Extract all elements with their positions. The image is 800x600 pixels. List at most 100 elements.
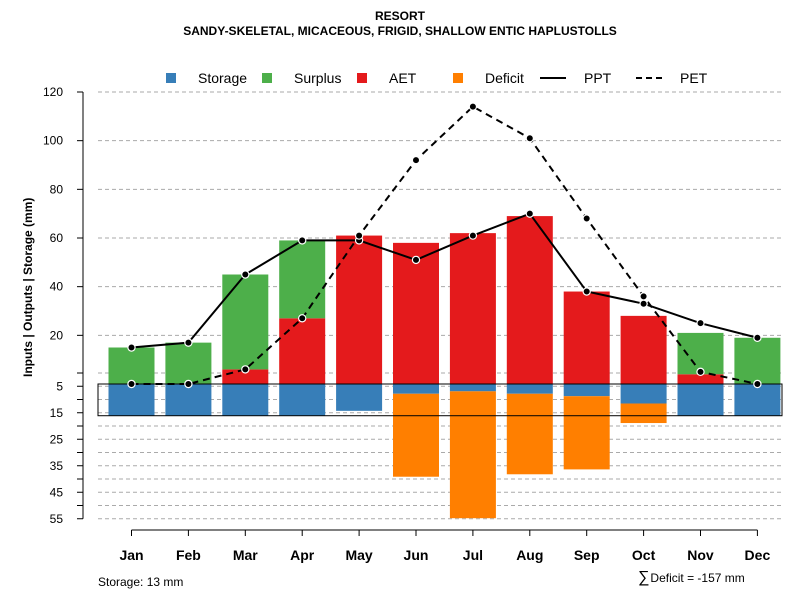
point-pet: [468, 102, 478, 111]
y-tick-label: 25: [50, 432, 64, 446]
bar-surplus: [165, 342, 212, 384]
bar-aet: [336, 235, 383, 384]
legend-line-ppt: [540, 77, 566, 79]
bar-aet: [677, 374, 724, 384]
point-ppt: [468, 231, 478, 240]
point-ppt: [241, 270, 250, 279]
x-tick-label: May: [345, 547, 372, 563]
deficit-footnote-text: Deficit = -157 mm: [650, 571, 745, 585]
point-pet: [525, 134, 535, 143]
x-tick-label: Sep: [574, 547, 600, 563]
bar-deficit: [563, 396, 610, 470]
bar-storage: [734, 384, 781, 416]
legend-item-surplus: Surplus: [262, 70, 341, 86]
legend-line-pet: [636, 77, 662, 79]
storage-footnote: Storage: 13 mm: [98, 575, 184, 589]
bar-storage: [620, 384, 667, 404]
bar-storage: [279, 384, 326, 416]
bar-aet: [393, 242, 439, 384]
y-tick-label: 35: [50, 459, 64, 473]
bar-aet: [449, 233, 496, 384]
x-tick-label: Feb: [176, 547, 201, 563]
point-pet: [298, 314, 307, 323]
point-ppt: [411, 255, 421, 265]
bar-aet: [563, 291, 610, 384]
bar-storage: [677, 384, 724, 416]
point-pet: [639, 292, 648, 301]
x-tick-label: Apr: [290, 547, 315, 563]
legend-swatch-surplus: [262, 73, 272, 83]
x-tick-label: Mar: [233, 547, 258, 563]
x-tick-label: Jul: [463, 547, 483, 563]
x-tick-label: Dec: [745, 547, 771, 563]
x-tick-label: Aug: [516, 547, 543, 563]
bar-surplus: [279, 240, 326, 319]
y-tick-label: 120: [43, 85, 63, 99]
legend-label-storage: Storage: [198, 70, 248, 86]
legend-swatch-aet: [357, 73, 367, 83]
bar-deficit: [393, 393, 439, 477]
point-ppt: [127, 343, 136, 352]
x-tick-label: Jun: [404, 547, 429, 563]
bar-aet: [506, 216, 553, 384]
y-tick-label: 5: [56, 379, 63, 393]
x-tick-label: Nov: [687, 547, 714, 563]
bar-surplus: [108, 347, 155, 384]
bar-storage: [336, 384, 383, 411]
legend-item-storage: Storage: [166, 70, 247, 86]
bar-storage: [563, 384, 610, 397]
legend-label-aet: AET: [389, 70, 417, 86]
legend-item-ppt: PPT: [540, 70, 611, 86]
point-pet: [753, 379, 762, 389]
point-pet: [184, 379, 193, 389]
line-pet: [131, 105, 758, 385]
point-ppt: [696, 318, 705, 328]
legend-swatch-deficit: [453, 73, 463, 83]
bar-storage: [165, 384, 212, 416]
bar-deficit: [449, 391, 496, 519]
legend-item-aet: AET: [357, 70, 416, 86]
point-pet: [241, 365, 250, 374]
point-ppt: [525, 209, 535, 218]
x-tick-label: Oct: [632, 547, 656, 563]
x-tick-label: Jan: [119, 547, 143, 563]
bar-surplus: [734, 337, 781, 384]
y-tick-label: 15: [50, 406, 64, 420]
legend-label-ppt: PPT: [584, 70, 612, 86]
chart-title: RESORT: [374, 9, 425, 23]
y-tick-label: 20: [50, 328, 64, 342]
bar-surplus: [222, 274, 269, 370]
point-ppt: [639, 299, 648, 308]
y-tick-label: 55: [50, 512, 64, 526]
bar-aet: [620, 315, 667, 384]
storage-capacity-box: [97, 383, 783, 417]
y-tick-label: 100: [43, 134, 63, 148]
point-pet: [411, 155, 421, 165]
sum-symbol: ∑: [638, 569, 650, 586]
point-pet: [354, 231, 364, 240]
y-tick-label: 60: [50, 231, 64, 245]
point-pet: [582, 214, 591, 223]
point-ppt: [753, 333, 762, 342]
legend-item-pet: PET: [636, 70, 707, 86]
point-ppt: [184, 338, 193, 347]
deficit-footnote: ∑Deficit = -157 mm: [638, 569, 745, 587]
y-tick-label: 45: [50, 485, 64, 499]
bar-surplus: [677, 332, 724, 375]
legend: Storage Surplus AET Deficit PPT PET: [0, 70, 800, 90]
y-tick-label: 40: [50, 280, 64, 294]
bar-storage: [393, 384, 439, 394]
legend-label-pet: PET: [680, 70, 708, 86]
legend-label-surplus: Surplus: [294, 70, 342, 86]
point-ppt: [298, 236, 307, 245]
bar-storage: [222, 384, 269, 416]
bar-storage: [506, 384, 553, 394]
bar-aet: [222, 369, 269, 384]
point-pet: [127, 379, 136, 389]
point-ppt: [582, 287, 591, 296]
bar-deficit: [620, 403, 667, 424]
legend-label-deficit: Deficit: [485, 70, 524, 86]
y-tick-label: 80: [50, 182, 64, 196]
point-pet: [696, 367, 705, 377]
